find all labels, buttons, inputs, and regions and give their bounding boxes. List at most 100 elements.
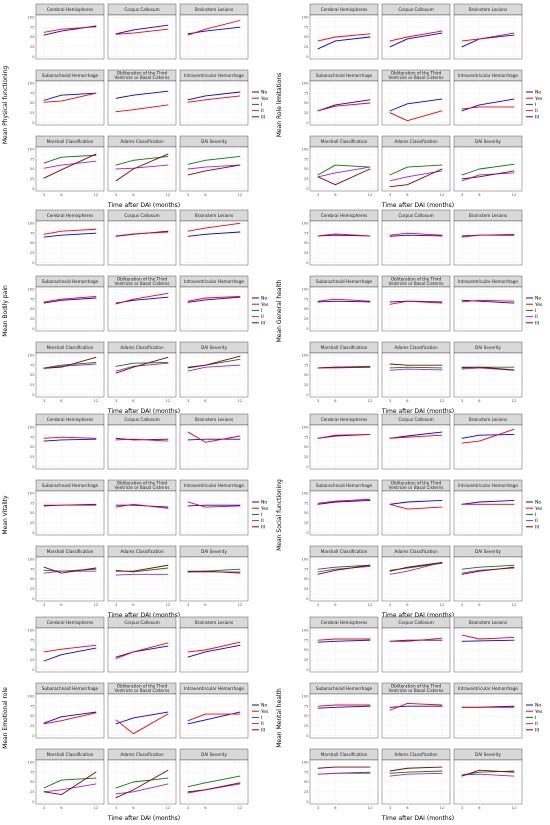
panel: Subarachnoid Hemorrhage 0 25 50 75 100: [28, 69, 105, 126]
panel-title: Ventricle or Basal Cisterns: [389, 75, 444, 80]
series-line-iii: [187, 570, 241, 574]
legend-label: No: [535, 703, 541, 709]
y-tick-label: 25: [30, 317, 35, 321]
panel: Intraventricular Hemorrhage: [179, 275, 249, 332]
series-line-no: [317, 36, 371, 50]
panel-title: DAI Severity: [201, 139, 227, 144]
y-tick-label: 75: [304, 435, 309, 439]
y-tick-label: 25: [30, 383, 35, 387]
x-tick-label: 6: [60, 193, 63, 197]
y-tick-label: 0: [306, 531, 309, 535]
y-tick-label: 75: [30, 157, 35, 161]
y-tick-label: 0: [306, 393, 309, 397]
y-axis-label: Mean Role limitations: [276, 73, 283, 138]
legend-label: Yes: [534, 302, 543, 308]
panel-title: Cerebral Hemispheres: [321, 213, 368, 218]
panel: Marshall Classification 0 25 50 75 100 3 6 12: [28, 135, 105, 197]
x-tick-label: 12: [94, 193, 99, 197]
series-line-iii: [115, 564, 169, 572]
series-line-iii: [389, 363, 443, 366]
series-line-yes: [115, 438, 169, 442]
legend-label: Yes: [534, 506, 543, 512]
panel: Adams Classification 3 6 12: [107, 341, 177, 403]
panel-title: Corpus Callosum: [398, 620, 433, 625]
y-tick-label: 50: [30, 373, 35, 377]
y-tick-label: 25: [304, 521, 309, 525]
series-line-yes: [187, 295, 241, 302]
series-line-yes: [115, 713, 169, 735]
series-line-no: [43, 647, 97, 662]
series-line-iii: [317, 564, 371, 575]
y-tick-label: 0: [306, 187, 309, 191]
x-tick-label: 3: [461, 399, 463, 403]
series-line-ii: [187, 364, 241, 372]
x-tick-label: 6: [406, 603, 409, 607]
y-tick-label: 50: [304, 35, 309, 39]
series-line-no: [43, 711, 97, 724]
legend-label: Yes: [260, 302, 269, 308]
series-line-no: [317, 300, 371, 303]
series-line-yes: [461, 32, 515, 42]
x-tick-label: 3: [43, 193, 45, 197]
y-tick-label: 100: [302, 354, 310, 358]
y-tick-label: 50: [30, 577, 35, 581]
series-line-yes: [43, 228, 97, 235]
legend-label: III: [535, 727, 539, 733]
legend-label: I: [535, 715, 536, 721]
panel: Corpus Callosum: [107, 3, 177, 60]
panel-title: Brainstem Lesions: [469, 620, 507, 625]
series-line-no: [187, 231, 241, 237]
y-tick-label: 0: [32, 187, 35, 191]
series-line-iii: [389, 562, 443, 572]
legend-label: III: [535, 320, 539, 326]
panel: Adams Classification 3 6 12: [107, 135, 177, 197]
series-line-iii: [115, 769, 169, 799]
legend-label: Yes: [534, 96, 543, 102]
panel: Subarachnoid Hemorrhage 0 25 50 75 100: [28, 275, 105, 332]
x-tick-label: 6: [60, 399, 63, 403]
x-tick-label: 12: [512, 806, 517, 810]
x-tick-label: 6: [132, 603, 135, 607]
series-line-i: [115, 155, 169, 166]
y-tick-label: 25: [304, 177, 309, 181]
series-line-no: [389, 98, 443, 112]
x-tick-label: 3: [389, 603, 391, 607]
panel: Corpus Callosum: [381, 209, 451, 266]
panel-title: Brainstem Lesions: [469, 417, 507, 422]
x-axis-label: Time after DAI (months): [107, 408, 180, 415]
y-tick-label: 100: [302, 288, 310, 292]
y-tick-label: 50: [30, 307, 35, 311]
series-line-i: [115, 777, 169, 789]
panel-title: Ventricle or Basal Cisterns: [389, 688, 444, 693]
panel: DAI Severity 3 6 12: [453, 135, 523, 197]
panel-title: Intraventricular Hemorrhage: [458, 279, 518, 284]
panel-title: Brainstem Lesions: [195, 620, 233, 625]
panel-title: Cerebral Hemispheres: [321, 417, 368, 422]
y-tick-label: 25: [304, 317, 309, 321]
panel-title: Cerebral Hemispheres: [47, 7, 94, 12]
y-tick-label: 75: [30, 363, 35, 367]
panel: DAI Severity 3 6 12: [453, 545, 523, 607]
panel: Intraventricular Hemorrhage: [453, 479, 523, 536]
panel-title: Cerebral Hemispheres: [321, 620, 368, 625]
series-line-yes: [43, 295, 97, 303]
x-tick-label: 12: [94, 399, 99, 403]
y-tick-label: 75: [30, 567, 35, 571]
y-tick-label: 0: [32, 55, 35, 59]
series-line-ii: [461, 172, 515, 182]
x-tick-label: 3: [43, 399, 45, 403]
series-line-no: [317, 705, 371, 709]
x-tick-label: 6: [132, 399, 135, 403]
series-line-no: [389, 32, 443, 48]
x-tick-label: 3: [187, 806, 189, 810]
y-tick-label: 75: [304, 770, 309, 774]
x-tick-label: 3: [43, 806, 45, 810]
y-tick-label: 50: [304, 167, 309, 171]
y-tick-label: 75: [304, 501, 309, 505]
series-line-iii: [461, 170, 515, 180]
series-line-no: [43, 92, 97, 101]
series-line-yes: [317, 433, 371, 439]
